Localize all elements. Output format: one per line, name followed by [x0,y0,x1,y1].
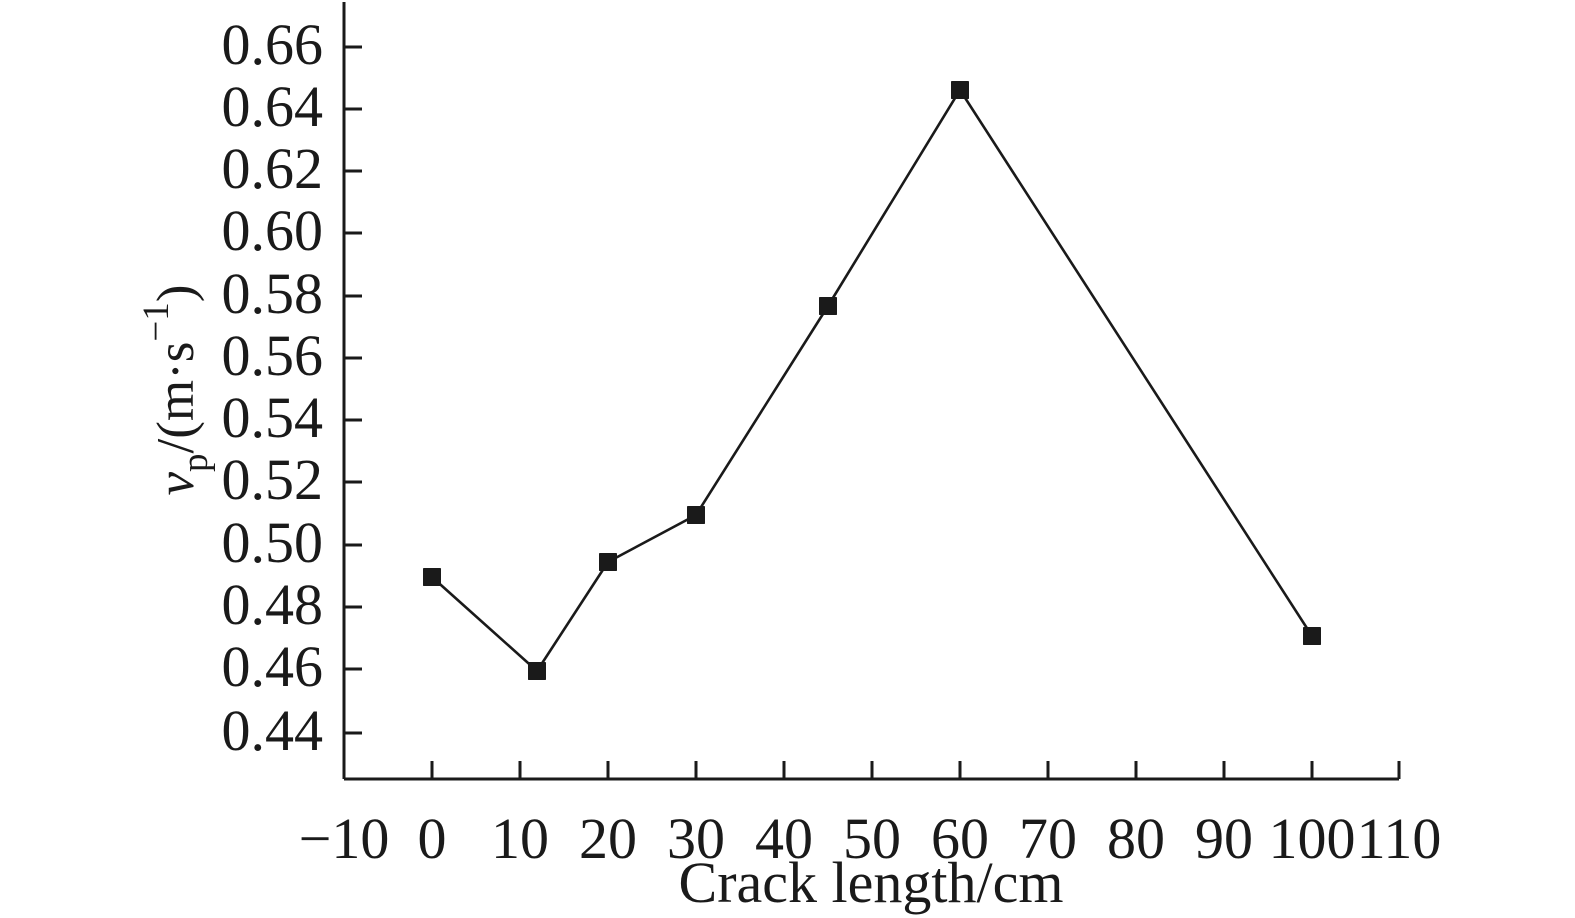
svg-text:vp/(m·s−1): vp/(m·s−1) [136,285,216,496]
svg-text:Crack length/cm: Crack length/cm [679,850,1064,915]
svg-text:0.54: 0.54 [222,385,324,450]
svg-text:0.66: 0.66 [222,12,324,77]
svg-text:110: 110 [1357,806,1442,871]
svg-text:−10: −10 [299,806,390,871]
svg-text:0.46: 0.46 [222,634,324,699]
svg-text:0.56: 0.56 [222,323,324,388]
svg-text:10: 10 [491,806,549,871]
svg-text:0.48: 0.48 [222,572,324,637]
svg-text:0.50: 0.50 [222,510,324,575]
svg-text:0.64: 0.64 [222,74,324,139]
svg-text:0.60: 0.60 [222,198,324,263]
svg-text:0.62: 0.62 [222,136,324,201]
svg-text:100: 100 [1269,806,1356,871]
svg-text:0.44: 0.44 [222,698,324,763]
svg-text:20: 20 [579,806,637,871]
svg-text:0.52: 0.52 [222,447,324,512]
svg-text:80: 80 [1107,806,1165,871]
svg-text:0: 0 [418,806,447,871]
svg-text:0.58: 0.58 [222,261,324,326]
svg-text:90: 90 [1195,806,1253,871]
